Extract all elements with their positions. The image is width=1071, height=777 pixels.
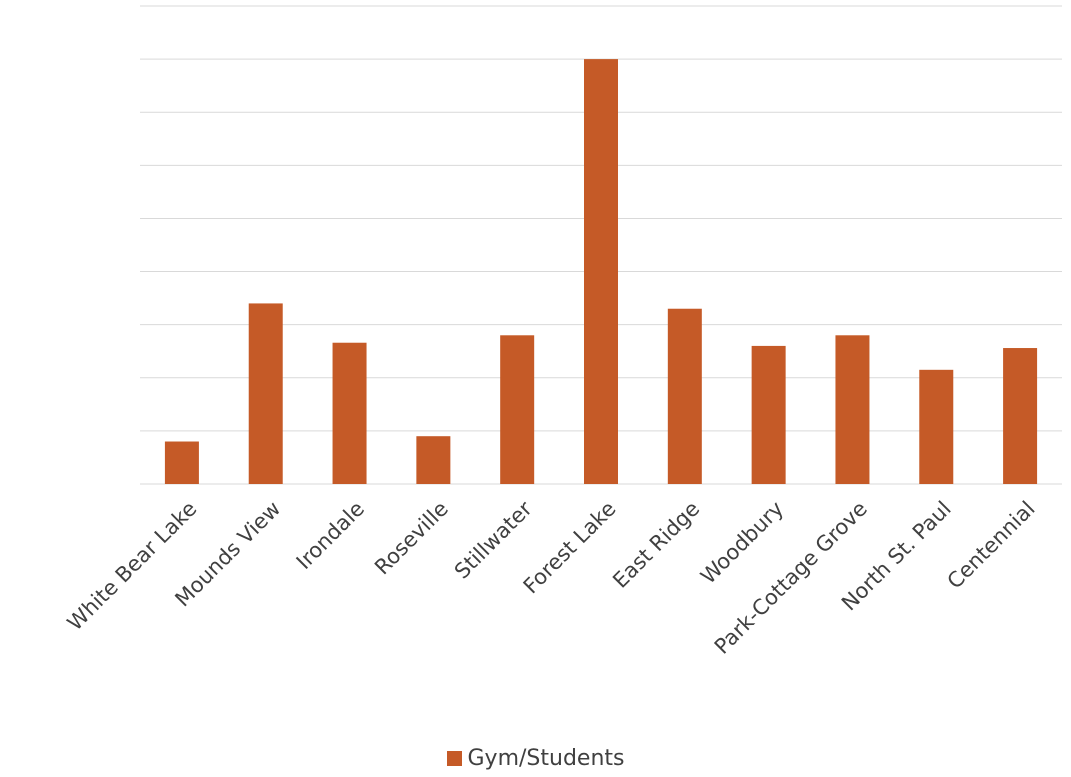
x-tick-label: White Bear Lake	[63, 497, 202, 636]
bar	[667, 308, 702, 484]
bar	[1003, 348, 1038, 484]
bar	[164, 441, 199, 484]
x-tick-label: Woodbury	[696, 497, 788, 589]
x-tick-label: Centennial	[943, 497, 1040, 594]
legend-swatch	[446, 751, 462, 766]
bar	[332, 342, 367, 484]
chart-legend: Gym/Students	[0, 746, 1071, 771]
x-tick-label: Roseville	[370, 497, 453, 580]
bar	[835, 335, 870, 484]
bar	[584, 59, 618, 484]
x-tick-label: Stillwater	[450, 496, 537, 583]
bar	[919, 369, 954, 484]
bar	[248, 303, 283, 484]
bar	[500, 335, 535, 484]
x-tick-label: East Ridge	[608, 497, 704, 593]
bar	[416, 436, 451, 484]
x-tick-label: Park-Cottage Grove	[710, 497, 872, 659]
x-tick-label: Irondale	[292, 497, 369, 574]
bar	[751, 345, 786, 484]
legend-label: Gym/Students	[467, 746, 625, 771]
